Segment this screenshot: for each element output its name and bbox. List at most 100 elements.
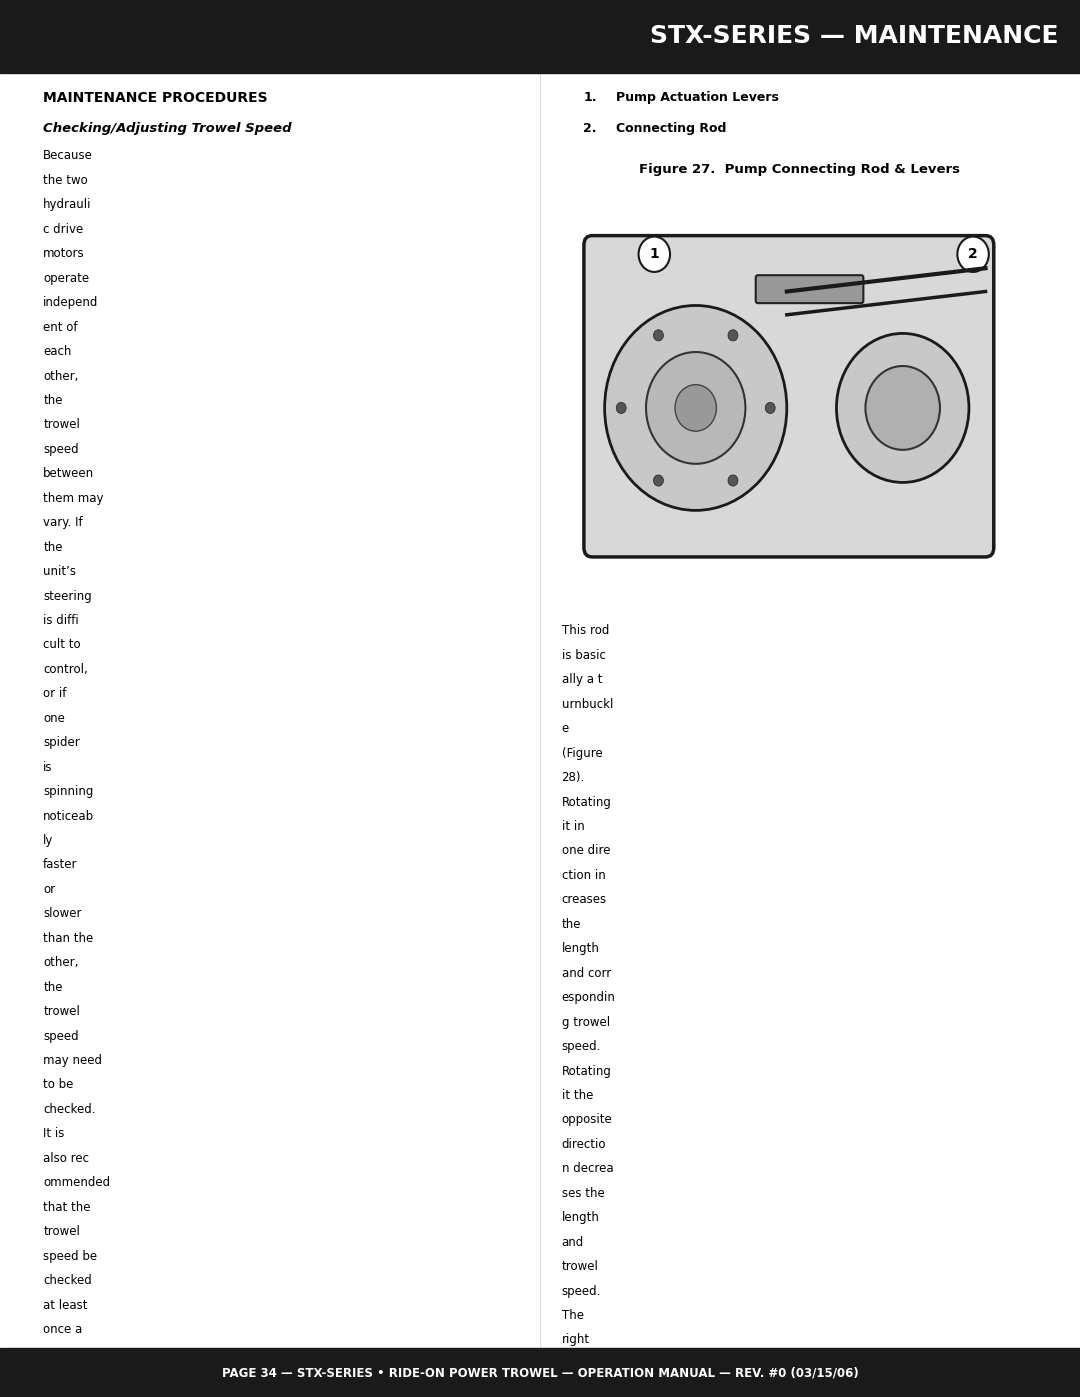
Text: This rod: This rod [562, 624, 609, 637]
Text: length: length [562, 942, 599, 956]
FancyBboxPatch shape [756, 275, 863, 303]
Text: g trowel: g trowel [562, 1016, 610, 1028]
Text: ent of: ent of [43, 320, 78, 334]
Text: Checking/Adjusting Trowel Speed: Checking/Adjusting Trowel Speed [43, 122, 292, 134]
Text: also rec: also rec [43, 1151, 90, 1165]
Text: ction in: ction in [562, 869, 606, 882]
Text: speed.: speed. [562, 1039, 600, 1053]
Text: length: length [562, 1211, 599, 1224]
Text: ses the: ses the [562, 1187, 605, 1200]
Text: year.: year. [43, 1347, 72, 1361]
Circle shape [957, 236, 989, 272]
Text: creases: creases [562, 894, 607, 907]
Text: n decrea: n decrea [562, 1162, 613, 1175]
Text: the two: the two [43, 175, 87, 187]
Text: Rotating: Rotating [562, 795, 611, 809]
Text: PAGE 34 — STX-SERIES • RIDE-ON POWER TROWEL — OPERATION MANUAL — REV. #0 (03/15/: PAGE 34 — STX-SERIES • RIDE-ON POWER TRO… [221, 1366, 859, 1379]
Bar [0, 1348, 1080, 1397]
Text: 2.: 2. [583, 122, 597, 134]
Text: speed be: speed be [43, 1249, 97, 1263]
Text: (Figure: (Figure [562, 746, 603, 760]
Circle shape [653, 330, 663, 341]
Text: Trowel: Trowel [43, 1386, 81, 1397]
Circle shape [646, 352, 745, 464]
Text: at least: at least [43, 1298, 87, 1312]
Text: once a: once a [43, 1323, 82, 1336]
Text: ly: ly [43, 834, 54, 847]
Text: than the: than the [43, 932, 94, 944]
Circle shape [638, 236, 670, 272]
Text: Rotating: Rotating [562, 1065, 611, 1077]
Text: motors: motors [43, 247, 85, 260]
Text: MAINTENANCE PROCEDURES: MAINTENANCE PROCEDURES [43, 91, 268, 105]
Text: between: between [43, 467, 94, 481]
Bar [0, 0, 1080, 73]
Circle shape [605, 306, 786, 510]
Text: unit’s: unit’s [43, 564, 77, 578]
Text: Because: Because [43, 149, 93, 162]
Text: may need: may need [43, 1053, 103, 1067]
Text: the: the [43, 394, 63, 407]
Text: espondin: espondin [562, 992, 616, 1004]
Text: 2: 2 [968, 247, 978, 261]
Text: is basic: is basic [562, 648, 606, 662]
Text: ommended: ommended [43, 1176, 110, 1189]
Text: and: and [562, 1236, 584, 1249]
Text: vary. If: vary. If [43, 515, 83, 529]
Text: It is: It is [43, 1127, 65, 1140]
Text: Figure 27.  Pump Connecting Rod & Levers: Figure 27. Pump Connecting Rod & Levers [638, 163, 960, 176]
FancyBboxPatch shape [584, 236, 994, 557]
Text: one dire: one dire [562, 844, 610, 858]
Circle shape [865, 366, 940, 450]
Text: STX-SERIES — MAINTENANCE: STX-SERIES — MAINTENANCE [650, 24, 1058, 49]
Text: the: the [562, 918, 581, 930]
Text: to be: to be [43, 1078, 73, 1091]
Text: faster: faster [43, 858, 78, 872]
Circle shape [836, 334, 969, 482]
Text: 1.: 1. [583, 91, 597, 103]
Text: checked.: checked. [43, 1102, 96, 1116]
Text: ally a t: ally a t [562, 673, 603, 686]
Text: spinning: spinning [43, 785, 94, 798]
Text: side: side [562, 1358, 585, 1370]
Text: trowel: trowel [43, 1225, 80, 1238]
Text: 1: 1 [649, 247, 659, 261]
Circle shape [653, 475, 663, 486]
Text: speed: speed [43, 1030, 79, 1042]
Text: control,: control, [43, 662, 87, 676]
Text: the: the [43, 541, 63, 553]
Text: cult to: cult to [43, 638, 81, 651]
Circle shape [728, 475, 738, 486]
Text: urnbuckl: urnbuckl [562, 697, 613, 711]
Text: e: e [562, 722, 569, 735]
Text: or: or [43, 883, 55, 895]
Text: or if: or if [43, 687, 67, 700]
Text: the: the [43, 981, 63, 993]
Circle shape [728, 330, 738, 341]
Text: right: right [562, 1334, 590, 1347]
Text: operate: operate [43, 271, 90, 285]
Text: opposite: opposite [562, 1113, 612, 1126]
Text: speed.: speed. [562, 1285, 600, 1298]
Text: one: one [43, 711, 65, 725]
Text: slower: slower [43, 907, 82, 921]
Text: c drive: c drive [43, 222, 83, 236]
Text: other,: other, [43, 956, 79, 970]
Text: trowel: trowel [562, 1383, 598, 1396]
Text: is: is [43, 760, 53, 774]
Text: trowel: trowel [43, 418, 80, 432]
Text: it in: it in [562, 820, 584, 833]
Text: each: each [43, 345, 71, 358]
Text: spider: spider [43, 736, 80, 749]
Text: Pump Actuation Levers: Pump Actuation Levers [616, 91, 779, 103]
Text: directio: directio [562, 1139, 606, 1151]
Text: independ: independ [43, 296, 98, 309]
Text: speed: speed [43, 443, 79, 455]
Text: trowel: trowel [43, 1004, 80, 1018]
Text: hydrauli: hydrauli [43, 198, 92, 211]
Text: The: The [562, 1309, 583, 1322]
Text: noticeab: noticeab [43, 809, 94, 823]
Text: steering: steering [43, 590, 92, 602]
Text: and corr: and corr [562, 967, 611, 979]
Text: trowel: trowel [562, 1260, 598, 1273]
